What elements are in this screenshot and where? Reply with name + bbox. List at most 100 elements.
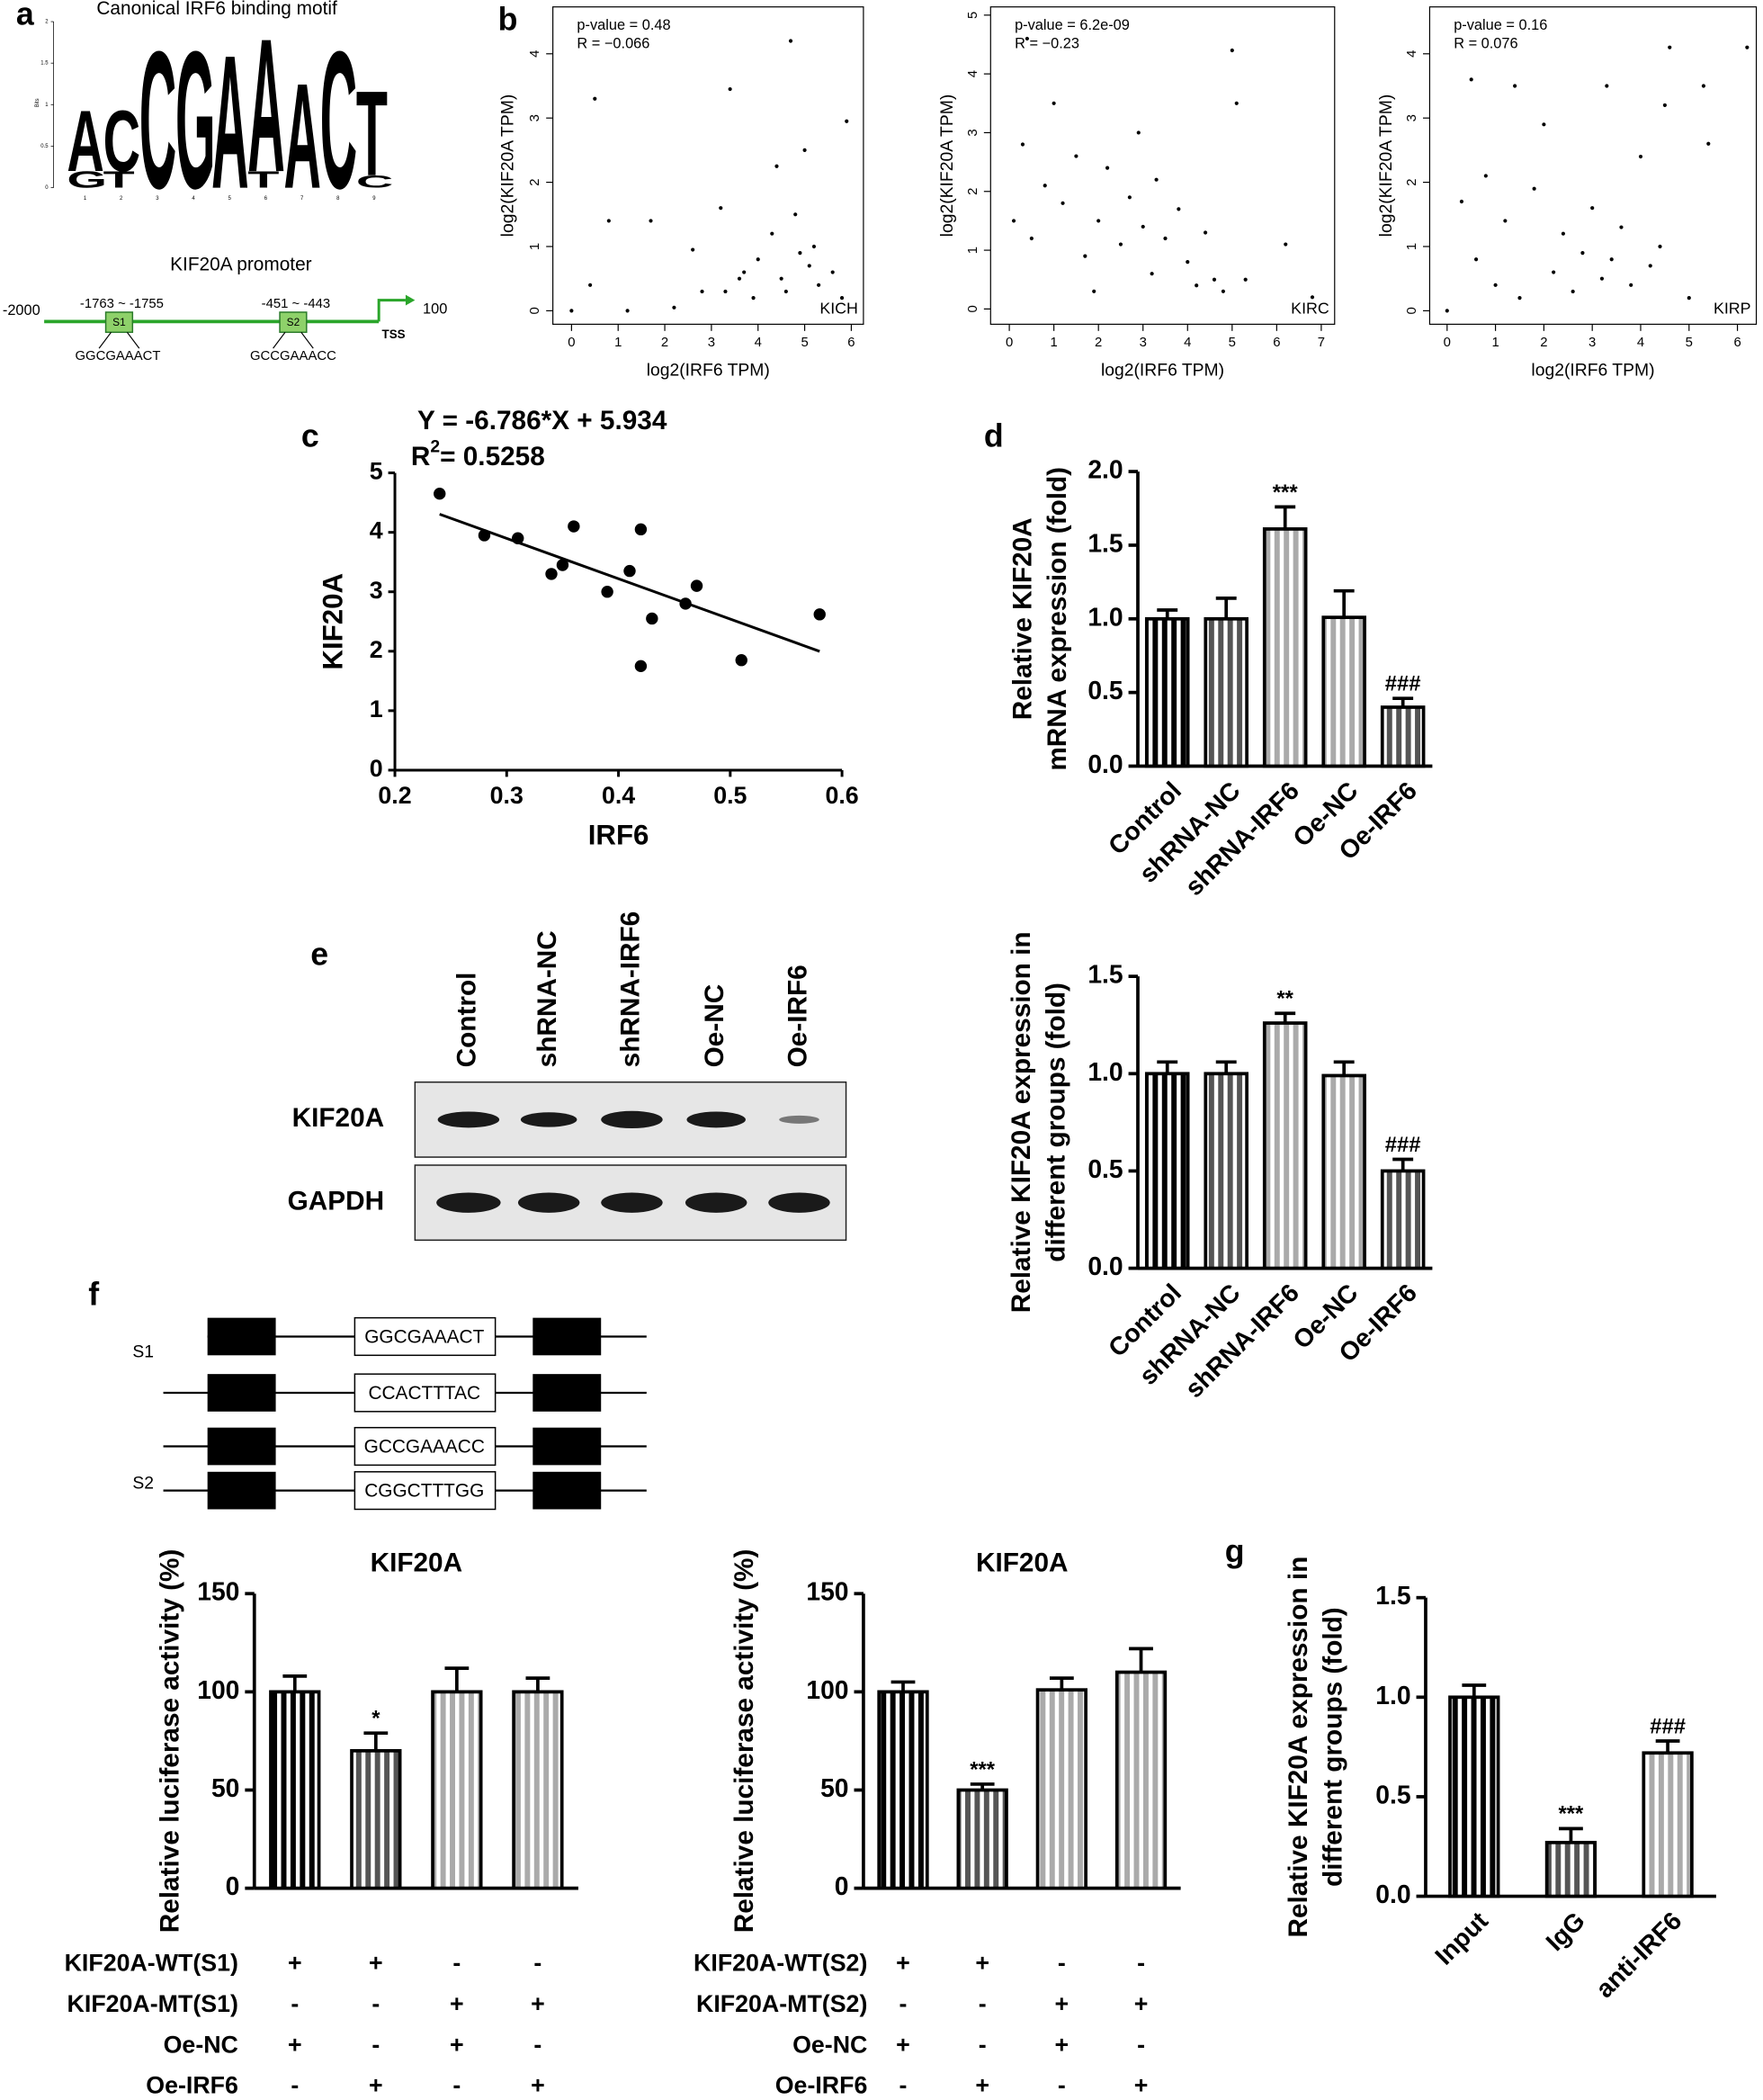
construct-box bbox=[353, 1471, 497, 1511]
condition-sign: + bbox=[1134, 1990, 1149, 2017]
point bbox=[700, 289, 704, 294]
point bbox=[783, 289, 788, 294]
point bbox=[1154, 177, 1159, 182]
condition-label: KIF20A-WT(S2) bbox=[694, 1950, 867, 1977]
y-axis-label: Relative KIF20A bbox=[1007, 517, 1037, 720]
x-tick-label: 0.5 bbox=[713, 782, 747, 809]
point bbox=[1638, 154, 1643, 159]
point bbox=[1243, 277, 1248, 282]
point bbox=[770, 231, 774, 236]
y-axis-label: Relative luciferase activity (%) bbox=[729, 1549, 759, 1934]
annotation: p-value = 0.16 bbox=[1454, 17, 1547, 33]
panel-label: a bbox=[16, 0, 35, 32]
site-range: -1763 ~ -1755 bbox=[80, 297, 164, 311]
panel-label: c bbox=[301, 417, 319, 453]
y-tick-label: 0.5 bbox=[1087, 1154, 1123, 1183]
construct-reporter: Luc bbox=[551, 1325, 582, 1346]
bar bbox=[350, 1748, 402, 1890]
x-tick-label: 2 bbox=[1095, 336, 1102, 350]
point bbox=[1542, 122, 1546, 127]
point bbox=[1221, 289, 1225, 293]
point bbox=[1493, 283, 1498, 287]
annotation: R = −0.066 bbox=[577, 36, 649, 52]
point bbox=[625, 309, 630, 313]
condition-sign: + bbox=[896, 1950, 910, 1977]
y-tick-label: 0 bbox=[528, 307, 542, 314]
bar bbox=[269, 1690, 321, 1890]
logo-tick-label: 1.5 bbox=[40, 61, 49, 67]
point bbox=[798, 251, 802, 256]
y-tick-label: 5 bbox=[966, 12, 980, 19]
blot-band bbox=[517, 1192, 580, 1213]
bar bbox=[1204, 616, 1248, 768]
x-tick-label: anti-IRF6 bbox=[1589, 1906, 1687, 2003]
annotation: p-value = 6.2e-09 bbox=[1015, 17, 1130, 33]
point bbox=[742, 270, 747, 274]
point bbox=[793, 212, 798, 217]
point bbox=[817, 283, 821, 287]
x-tick-label: IgG bbox=[1540, 1906, 1590, 1956]
point bbox=[1060, 201, 1065, 205]
logo-letter: C bbox=[103, 93, 140, 190]
x-tick-label: 0 bbox=[568, 336, 575, 350]
promoter-diagram: KIF20A promoter -2000 100 TSS S1 S2 -176… bbox=[3, 254, 447, 363]
bar bbox=[1262, 1021, 1308, 1270]
point bbox=[1163, 236, 1168, 241]
point bbox=[1605, 84, 1609, 88]
y-axis-label: mRNA expression (fold) bbox=[1043, 467, 1072, 771]
x-tick-label: 4 bbox=[1637, 336, 1644, 350]
x-axis-label: IRF6 bbox=[588, 820, 649, 851]
site-box bbox=[279, 311, 308, 334]
point bbox=[779, 276, 783, 281]
promoter-title: KIF20A promoter bbox=[170, 254, 312, 274]
point bbox=[756, 257, 760, 262]
logo-tick-label: 2 bbox=[45, 20, 48, 25]
blot-band bbox=[779, 1115, 819, 1124]
point bbox=[737, 276, 742, 281]
construct-sequence: CCACTTTAC bbox=[368, 1383, 480, 1404]
y-tick-label: 0.0 bbox=[1087, 749, 1123, 778]
point bbox=[1648, 264, 1652, 268]
logo-title: Canonical IRF6 binding motif bbox=[96, 0, 337, 19]
point bbox=[1590, 206, 1595, 211]
y-tick-label: 0.0 bbox=[1375, 1880, 1410, 1908]
construct-box bbox=[207, 1374, 276, 1412]
x-tick-label: Input bbox=[1429, 1906, 1494, 1970]
logo-letter: G bbox=[175, 11, 216, 229]
construct-box bbox=[532, 1471, 602, 1510]
point bbox=[1204, 230, 1208, 235]
site-name: S2 bbox=[287, 316, 300, 328]
y-tick-label: 3 bbox=[370, 577, 383, 604]
point bbox=[634, 523, 648, 536]
panel-label: b bbox=[498, 1, 518, 37]
point bbox=[813, 608, 826, 621]
point bbox=[728, 86, 732, 92]
y-tick-label: 3 bbox=[1405, 114, 1419, 121]
point bbox=[1150, 272, 1154, 276]
point bbox=[1580, 251, 1585, 256]
condition-sign: - bbox=[1058, 1950, 1066, 1977]
condition-sign: + bbox=[450, 1990, 464, 2017]
condition-sign: + bbox=[1055, 2031, 1069, 2058]
y-tick-label: 1 bbox=[966, 247, 980, 254]
construct-box bbox=[532, 1317, 602, 1356]
plot-frame bbox=[989, 6, 1336, 325]
y-tick-label: 4 bbox=[1405, 50, 1419, 58]
condition-label: Oe-IRF6 bbox=[146, 2072, 238, 2099]
y-tick-label: 4 bbox=[528, 50, 542, 58]
logo-letter: A bbox=[211, 16, 248, 229]
bar bbox=[1035, 1688, 1088, 1890]
blot-band bbox=[685, 1192, 747, 1213]
bar bbox=[1448, 1695, 1500, 1898]
condition-sign: - bbox=[979, 2031, 987, 2058]
point bbox=[569, 309, 574, 313]
condition-label: Oe-NC bbox=[792, 2031, 867, 2058]
y-tick-label: 1.0 bbox=[1087, 602, 1123, 631]
annotation: R = −0.23 bbox=[1015, 36, 1079, 52]
panel-label: e bbox=[310, 936, 328, 972]
y-tick-label: 1.5 bbox=[1375, 1581, 1410, 1610]
point bbox=[1658, 244, 1662, 249]
condition-sign: + bbox=[531, 2072, 545, 2099]
y-tick-label: 0.0 bbox=[1087, 1252, 1123, 1280]
significance: ### bbox=[1385, 672, 1421, 696]
